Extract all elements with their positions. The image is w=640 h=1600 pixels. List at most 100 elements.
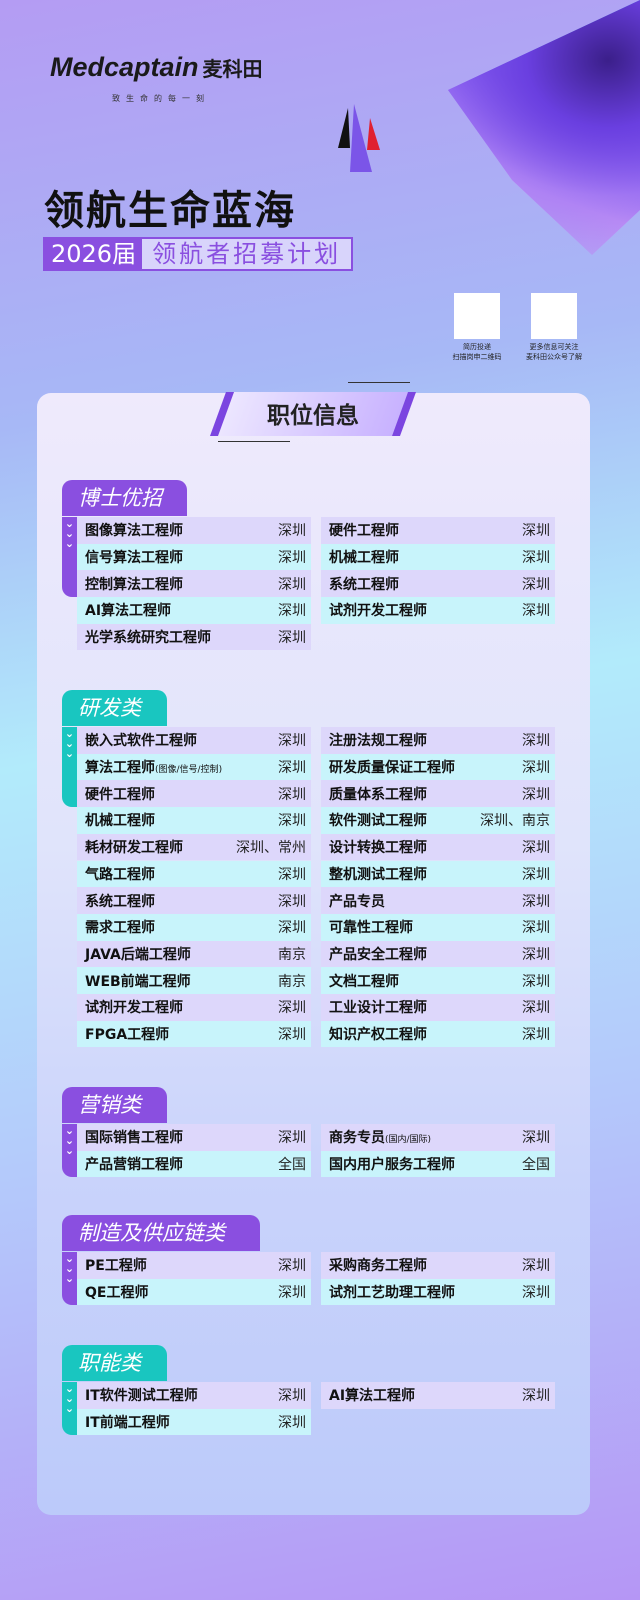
job-location: 深圳、南京 [480,813,550,830]
qr-resume[interactable] [454,293,500,339]
job-location: 深圳 [522,840,550,857]
job-row[interactable]: 国际销售工程师 深圳 [77,1124,311,1151]
job-title: 软件测试工程师 [329,813,427,830]
job-location: 深圳 [522,523,550,540]
job-location: 深圳 [522,946,550,963]
job-row[interactable]: 软件测试工程师 深圳、南京 [321,807,555,834]
job-title: 信号算法工程师 [85,550,183,567]
job-location: 深圳 [278,893,306,910]
job-row[interactable]: 商务专员(国内/国际) 深圳 [321,1124,555,1151]
job-title: 系统工程师 [329,576,399,593]
job-note: (国内/国际) [385,1135,432,1146]
job-row[interactable]: 信号算法工程师 深圳 [77,543,311,571]
job-row[interactable]: 算法工程师(图像/信号/控制) 深圳 [77,753,311,781]
job-row[interactable]: 硬件工程师 深圳 [77,780,311,808]
subtitle-text: 领航者招募计划 [152,240,342,268]
job-location: 深圳 [522,603,550,620]
job-row[interactable]: 机械工程师 深圳 [77,807,311,834]
job-title: 图像算法工程师 [85,523,183,540]
job-location: 南京 [278,946,306,963]
job-location: 深圳 [278,630,306,647]
job-title: 机械工程师 [329,550,399,567]
section-tab: 制造及供应链类 [62,1215,260,1251]
qr-code-icon[interactable] [531,293,577,339]
job-location: 深圳 [278,576,306,593]
job-row[interactable]: AI算法工程师 深圳 [77,597,311,624]
job-row[interactable]: 机械工程师 深圳 [321,543,555,571]
job-row[interactable]: 光学系统研究工程师 深圳 [77,623,311,651]
brand-slogan: 致生命的每一刻 [112,94,210,103]
job-location: 深圳 [522,1130,550,1147]
job-location: 深圳 [278,603,306,620]
job-title: 国内用户服务工程师 [329,1157,455,1174]
job-row[interactable]: 国内用户服务工程师 全国 [321,1150,555,1178]
job-title: IT前端工程师 [85,1415,170,1432]
qr-wechat[interactable] [531,293,577,339]
job-row[interactable]: 注册法规工程师 深圳 [321,727,555,754]
job-row[interactable]: 整机测试工程师 深圳 [321,860,555,888]
job-title: IT软件测试工程师 [85,1388,198,1405]
job-row[interactable]: 设计转换工程师 深圳 [321,833,555,861]
job-row[interactable]: PE工程师 深圳 [77,1252,311,1279]
job-location: 深圳 [522,733,550,750]
job-row[interactable]: 知识产权工程师 深圳 [321,1020,555,1048]
job-location: 深圳 [522,1027,550,1044]
job-location: 深圳、常州 [236,840,306,857]
qr-resume-caption: 简历投递 扫描岗申二维码 [452,343,502,361]
chevron-down-icon: ⌄ ⌄ ⌄ [62,1252,77,1306]
job-title: 系统工程师 [85,893,155,910]
chevron-down-icon: ⌄ ⌄ ⌄ [62,1382,77,1436]
job-title: 需求工程师 [85,920,155,937]
job-row[interactable]: 系统工程师 深圳 [77,887,311,914]
job-location: 深圳 [278,1000,306,1017]
job-title: 工业设计工程师 [329,1000,427,1017]
job-row[interactable]: IT前端工程师 深圳 [77,1408,311,1436]
job-row[interactable]: 硬件工程师 深圳 [321,517,555,544]
job-row[interactable]: 质量体系工程师 深圳 [321,780,555,808]
job-row[interactable]: 控制算法工程师 深圳 [77,570,311,598]
job-row[interactable]: FPGA工程师 深圳 [77,1020,311,1048]
job-row[interactable]: 试剂开发工程师 深圳 [321,597,555,624]
job-row[interactable]: 采购商务工程师 深圳 [321,1252,555,1279]
job-title: 研发质量保证工程师 [329,760,455,777]
job-row[interactable]: 嵌入式软件工程师 深圳 [77,727,311,754]
job-row[interactable]: 产品安全工程师 深圳 [321,940,555,968]
section-tab: 博士优招 [62,480,187,516]
job-row[interactable]: 可靠性工程师 深圳 [321,913,555,941]
job-row[interactable]: 产品营销工程师 全国 [77,1150,311,1178]
job-title: 文档工程师 [329,973,399,990]
job-title: 气路工程师 [85,866,155,883]
job-row[interactable]: IT软件测试工程师 深圳 [77,1382,311,1409]
job-location: 南京 [278,973,306,990]
job-title: 控制算法工程师 [85,576,183,593]
job-note: (图像/信号/控制) [155,765,223,776]
job-row[interactable]: 研发质量保证工程师 深圳 [321,753,555,781]
job-location: 深圳 [278,1415,306,1432]
job-row[interactable]: 产品专员 深圳 [321,887,555,914]
job-title: 机械工程师 [85,813,155,830]
job-row[interactable]: 需求工程师 深圳 [77,913,311,941]
job-row[interactable]: QE工程师 深圳 [77,1278,311,1306]
sail-icon [367,118,380,150]
job-title: AI算法工程师 [85,603,172,620]
job-row[interactable]: 耗材研发工程师 深圳、常州 [77,833,311,861]
job-row[interactable]: 文档工程师 深圳 [321,967,555,994]
job-title: 产品安全工程师 [329,946,427,963]
job-title: AI算法工程师 [329,1388,416,1405]
chevron-down-icon: ⌄ ⌄ ⌄ [62,517,77,598]
job-row[interactable]: JAVA后端工程师 南京 [77,940,311,968]
job-row[interactable]: AI算法工程师 深圳 [321,1382,555,1409]
job-row[interactable]: 图像算法工程师 深圳 [77,517,311,544]
job-title: 国际销售工程师 [85,1130,183,1147]
job-row[interactable]: 试剂工艺助理工程师 深圳 [321,1278,555,1306]
job-row[interactable]: 气路工程师 深圳 [77,860,311,888]
job-location: 深圳 [278,523,306,540]
job-row[interactable]: WEB前端工程师 南京 [77,967,311,994]
job-location: 深圳 [522,576,550,593]
qr-code-icon[interactable] [454,293,500,339]
job-row[interactable]: 试剂开发工程师 深圳 [77,994,311,1021]
section-tab: 职能类 [62,1345,167,1381]
job-row[interactable]: 系统工程师 深圳 [321,570,555,598]
job-title: 可靠性工程师 [329,920,413,937]
job-row[interactable]: 工业设计工程师 深圳 [321,994,555,1021]
